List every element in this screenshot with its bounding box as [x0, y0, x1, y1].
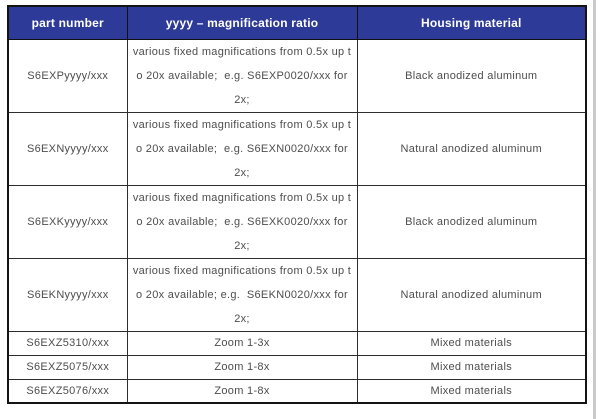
cell-part-number: S6EXKyyyy/xxx: [7, 184, 128, 259]
page-edge-line: [593, 0, 596, 419]
cell-part-number: S6EXNyyyy/xxx: [7, 111, 128, 186]
parts-table: part number yyyy – magnification ratio H…: [7, 5, 587, 404]
cell-housing-material: Mixed materials: [356, 378, 587, 404]
cell-magnification-ratio: Zoom 1-8x: [126, 354, 358, 380]
column-header-housing-material: Housing material: [356, 5, 587, 40]
cell-housing-material: Black anodized aluminum: [356, 38, 587, 113]
cell-part-number: S6EKNyyyy/xxx: [7, 257, 128, 332]
cell-magnification-ratio: Zoom 1-3x: [126, 330, 358, 356]
cell-housing-material: Black anodized aluminum: [356, 184, 587, 259]
table-row: S6EKNyyyy/xxx various fixed magnificatio…: [7, 257, 587, 332]
cell-part-number: S6EXZ5076/xxx: [7, 378, 128, 404]
table-row: S6EXZ5075/xxx Zoom 1-8x Mixed materials: [7, 354, 587, 380]
table-row: S6EXNyyyy/xxx various fixed magnificatio…: [7, 111, 587, 186]
table-row: S6EXZ5310/xxx Zoom 1-3x Mixed materials: [7, 330, 587, 356]
cell-part-number: S6EXPyyyy/xxx: [7, 38, 128, 113]
table-header-row: part number yyyy – magnification ratio H…: [7, 5, 587, 40]
cell-part-number: S6EXZ5075/xxx: [7, 354, 128, 380]
cell-part-number: S6EXZ5310/xxx: [7, 330, 128, 356]
cell-housing-material: Mixed materials: [356, 330, 587, 356]
table-row: S6EXKyyyy/xxx various fixed magnificatio…: [7, 184, 587, 259]
column-header-part-number: part number: [7, 5, 128, 40]
cell-magnification-ratio: various fixed magnifications from 0.5x u…: [126, 111, 358, 186]
cell-housing-material: Natural anodized aluminum: [356, 257, 587, 332]
cell-magnification-ratio: Zoom 1-8x: [126, 378, 358, 404]
cell-housing-material: Natural anodized aluminum: [356, 111, 587, 186]
column-header-magnification-ratio: yyyy – magnification ratio: [126, 5, 358, 40]
cell-magnification-ratio: various fixed magnifications from 0.5x u…: [126, 257, 358, 332]
cell-magnification-ratio: various fixed magnifications from 0.5x u…: [126, 38, 358, 113]
table-row: S6EXPyyyy/xxx various fixed magnificatio…: [7, 38, 587, 113]
cell-magnification-ratio: various fixed magnifications from 0.5x u…: [126, 184, 358, 259]
table-row: S6EXZ5076/xxx Zoom 1-8x Mixed materials: [7, 378, 587, 404]
cell-housing-material: Mixed materials: [356, 354, 587, 380]
